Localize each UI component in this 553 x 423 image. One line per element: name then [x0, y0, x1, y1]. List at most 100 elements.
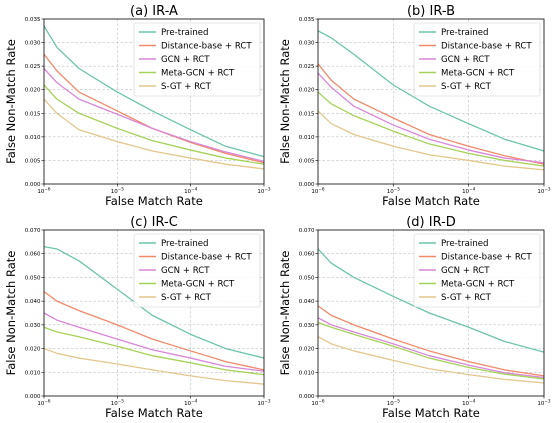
- series-line-2: [43, 53, 265, 164]
- x-tick-label: 10−3: [537, 187, 551, 196]
- x-tick-label: 10−5: [111, 187, 125, 196]
- plot-frame: [317, 229, 545, 397]
- y-axis-label: False Non-Match Rate: [4, 39, 18, 164]
- y-tick-label: 0.010: [299, 370, 315, 376]
- y-tick-label: 0.070: [25, 228, 41, 234]
- y-tick-label: 0.030: [299, 323, 315, 329]
- legend-entry: Meta-GCN + RCT: [441, 69, 515, 79]
- y-tick-label: 0.000: [25, 182, 41, 188]
- x-tick-label: 10−6: [37, 187, 51, 196]
- legend-entry: Distance-base + RCT: [161, 42, 252, 52]
- y-tick-label: 0.030: [299, 41, 315, 47]
- legend-entry: Pre-trained: [441, 239, 489, 249]
- series-line-3: [43, 68, 265, 163]
- legend-entry: GCN + RCT: [161, 266, 210, 276]
- legend-entry: Pre-trained: [161, 239, 209, 249]
- series-line-2: [317, 63, 545, 165]
- series-line-4: [317, 321, 545, 380]
- legend-box: [133, 22, 261, 97]
- y-tick-label: 0.040: [299, 299, 315, 305]
- y-tick-label: 0.050: [299, 275, 315, 281]
- legend-box: [413, 22, 541, 97]
- legend-entry: S-GT + RCT: [441, 293, 492, 303]
- series-line-5: [43, 347, 265, 385]
- y-tick-label: 0.040: [25, 299, 41, 305]
- legend-entry: S-GT + RCT: [161, 82, 212, 92]
- series-line-2: [43, 291, 265, 371]
- plot-frame: [317, 18, 545, 185]
- x-tick-label: 10−6: [311, 399, 325, 408]
- y-tick-label: 0.035: [299, 17, 315, 23]
- x-axis-label: False Match Rate: [382, 406, 480, 420]
- x-tick-label: 10−3: [257, 399, 271, 408]
- chart-panel-2: 0.000 0.005 0.010 0.015 0.020 0.025 0.030 0.035…: [278, 4, 551, 208]
- legend-entry: S-GT + RCT: [441, 82, 492, 92]
- y-tick-label: 0.030: [25, 323, 41, 329]
- chart-panel-1: 0.000 0.005 0.010 0.015 0.020 0.025 0.030 0.035…: [4, 4, 271, 208]
- x-tick-label: 10−3: [537, 399, 551, 408]
- series-line-5: [317, 110, 545, 171]
- series-line-4: [43, 326, 265, 376]
- y-tick-label: 0.005: [299, 158, 315, 164]
- series-line-3: [43, 312, 265, 372]
- x-tick-label: 10−4: [462, 399, 476, 408]
- x-tick-label: 10−4: [462, 187, 476, 196]
- x-tick-label: 10−6: [37, 399, 51, 408]
- legend: Pre-trained Distance-base + RCT GCN + RCT M…: [133, 22, 261, 97]
- y-tick-label: 0.015: [299, 111, 315, 117]
- series-line-3: [317, 72, 545, 164]
- series-line-1: [317, 30, 545, 152]
- legend-entry: Meta-GCN + RCT: [161, 280, 235, 290]
- y-tick-label: 0.010: [299, 135, 315, 141]
- y-tick-label: 0.070: [299, 228, 315, 234]
- y-tick-label: 0.060: [25, 252, 41, 258]
- legend-entry: Distance-base + RCT: [161, 253, 252, 263]
- legend-entry: Pre-trained: [441, 28, 489, 38]
- x-axis-label: False Match Rate: [105, 406, 203, 420]
- series-line-4: [43, 84, 265, 165]
- y-tick-label: 0.025: [299, 64, 315, 70]
- x-tick-label: 10−5: [111, 399, 125, 408]
- x-tick-label: 10−5: [387, 399, 401, 408]
- legend: Pre-trained Distance-base + RCT GCN + RCT M…: [413, 233, 541, 308]
- y-tick-label: 0.020: [25, 88, 41, 94]
- y-tick-label: 0.015: [25, 111, 41, 117]
- legend-entry: Meta-GCN + RCT: [441, 280, 515, 290]
- series-line-5: [43, 98, 265, 170]
- legend-entry: Distance-base + RCT: [441, 42, 532, 52]
- x-tick-label: 10−4: [184, 187, 198, 196]
- plot-frame: [43, 18, 265, 185]
- x-axis-label: False Match Rate: [105, 194, 203, 208]
- y-tick-label: 0.020: [25, 347, 41, 353]
- y-axis-label: False Non-Match Rate: [278, 251, 292, 376]
- legend-box: [133, 233, 261, 308]
- plot-frame: [43, 229, 265, 397]
- legend: Pre-trained Distance-base + RCT GCN + RCT M…: [413, 22, 541, 97]
- legend-box: [413, 233, 541, 308]
- series-line-1: [317, 248, 545, 353]
- y-tick-label: 0.010: [25, 135, 41, 141]
- legend-entry: Meta-GCN + RCT: [161, 69, 235, 79]
- y-tick-label: 0.025: [25, 64, 41, 70]
- y-tick-label: 0.035: [25, 17, 41, 23]
- series-line-4: [317, 91, 545, 167]
- y-tick-label: 0.050: [25, 275, 41, 281]
- y-tick-label: 0.020: [299, 88, 315, 94]
- series-line-2: [317, 305, 545, 377]
- x-axis-label: False Match Rate: [382, 194, 480, 208]
- legend-entry: Distance-base + RCT: [441, 253, 532, 263]
- y-tick-label: 0.020: [299, 347, 315, 353]
- chart-panel-4: 0.000 0.010 0.020 0.030 0.040 0.050 0.060 0.070…: [278, 215, 551, 420]
- series-line-1: [43, 25, 265, 158]
- x-tick-label: 10−4: [184, 399, 198, 408]
- legend-entry: GCN + RCT: [441, 266, 490, 276]
- legend-entry: GCN + RCT: [441, 55, 490, 65]
- y-tick-label: 0.030: [25, 41, 41, 47]
- series-line-3: [317, 317, 545, 379]
- y-tick-label: 0.005: [25, 158, 41, 164]
- chart-title: (d) IR-D: [406, 215, 456, 230]
- y-axis-label: False Non-Match Rate: [278, 39, 292, 164]
- y-tick-label: 0.010: [25, 370, 41, 376]
- legend-entry: GCN + RCT: [161, 55, 210, 65]
